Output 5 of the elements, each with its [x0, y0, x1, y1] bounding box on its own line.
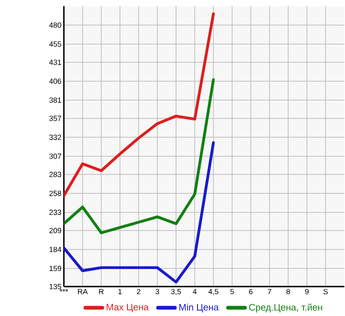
- legend-label: Max Цена: [106, 304, 149, 312]
- legend-label: Min Цена: [179, 304, 219, 312]
- legend-label: Сред.Цена, т.йен: [249, 304, 322, 313]
- line-series: [64, 78, 215, 234]
- line-series: [64, 12, 215, 198]
